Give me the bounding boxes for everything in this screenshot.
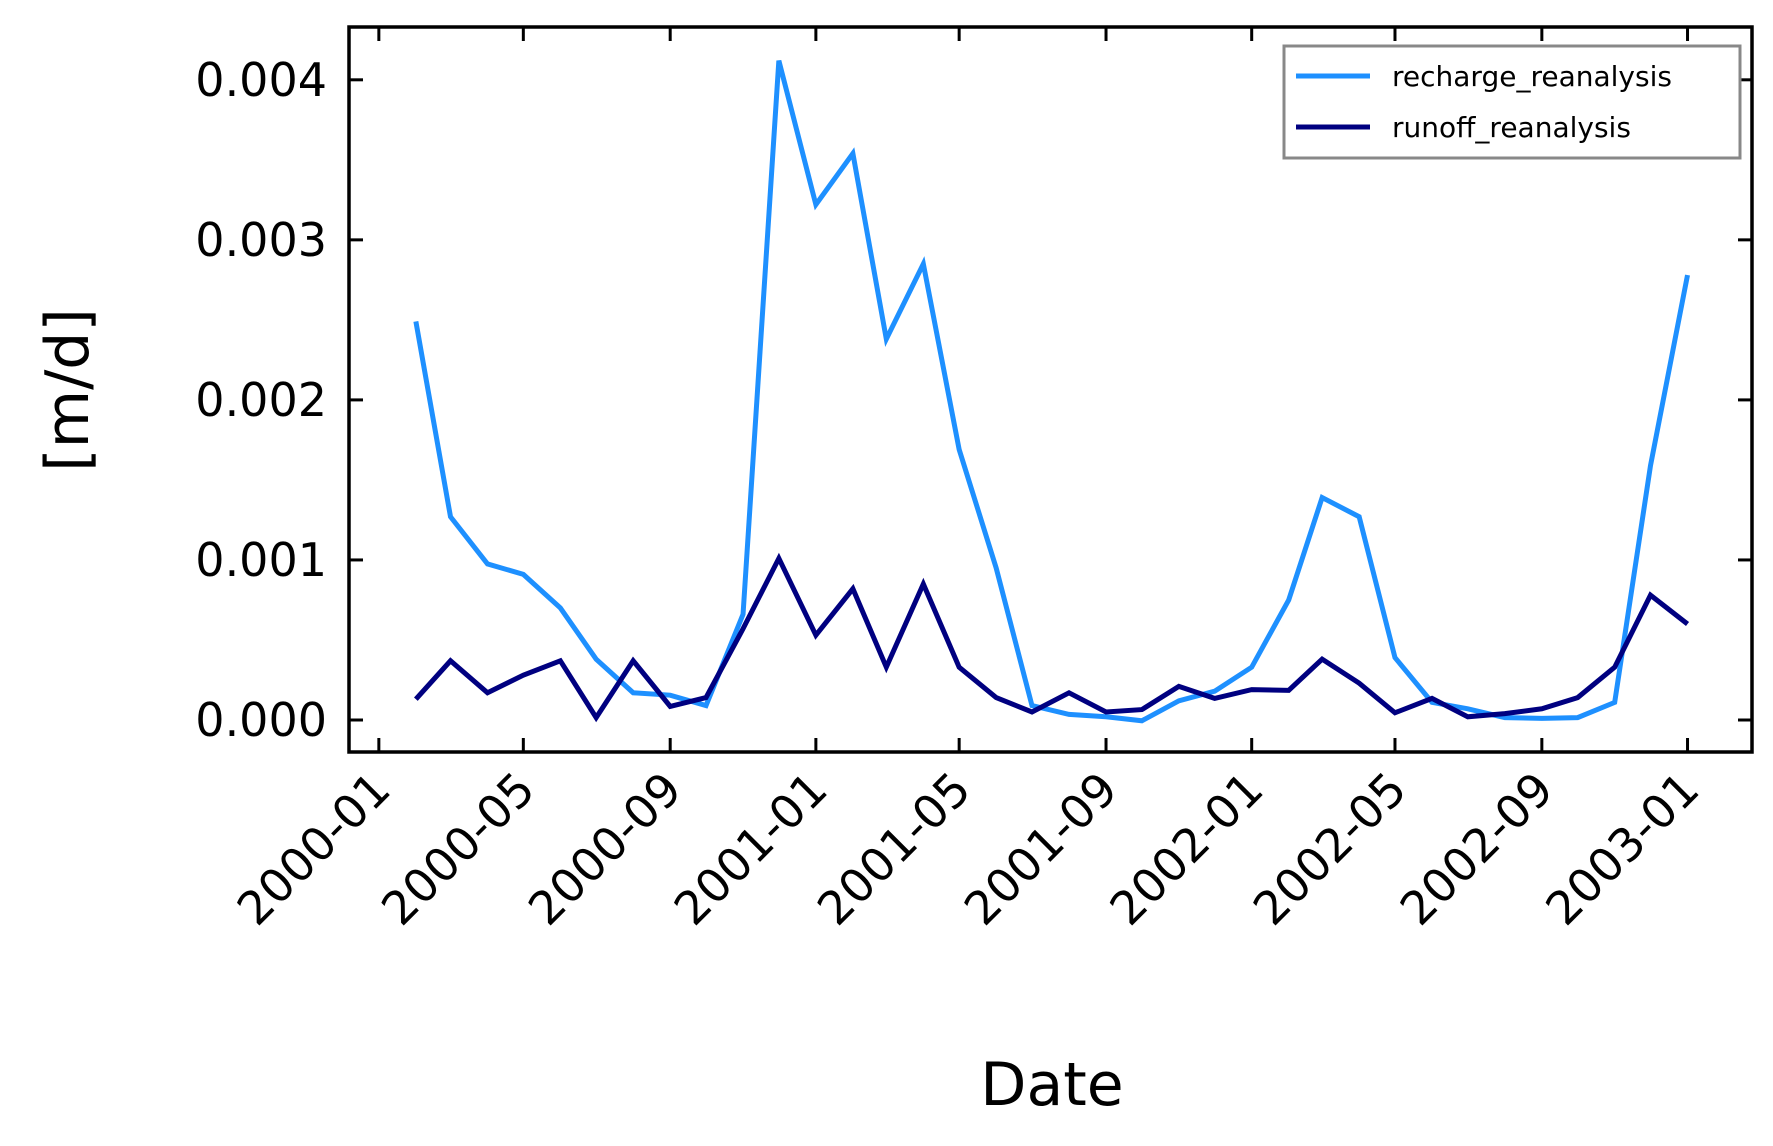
legend-label: recharge_reanalysis: [1392, 60, 1672, 93]
x-tick-label: 2001-05: [807, 762, 981, 936]
x-tick-label: 2001-09: [954, 762, 1128, 936]
x-tick-label: 2003-01: [1535, 762, 1709, 936]
y-tick-label: 0.000: [195, 693, 327, 747]
y-tick-label: 0.001: [195, 533, 327, 587]
x-axis-label: Date: [980, 1050, 1123, 1120]
y-axis-label: [m/d]: [33, 308, 103, 472]
x-tick-label: 2002-01: [1099, 762, 1273, 936]
x-tick-label: 2000-01: [227, 762, 401, 936]
line-series: [414, 552, 1690, 723]
legend-label: runoff_reanalysis: [1392, 111, 1631, 144]
x-tick-label: 2000-09: [518, 762, 692, 936]
x-tick-label: 2002-05: [1243, 762, 1417, 936]
y-tick-label: 0.004: [195, 53, 327, 107]
line-series: [413, 59, 1690, 724]
y-tick-label: 0.002: [195, 373, 327, 427]
x-tick-label: 2001-01: [664, 762, 838, 936]
x-tick-label: 2002-09: [1390, 762, 1564, 936]
plot-frame: [347, 25, 1754, 754]
legend-box: [1282, 44, 1742, 160]
y-tick-label: 0.003: [195, 213, 327, 267]
x-tick-label: 2000-05: [371, 762, 545, 936]
